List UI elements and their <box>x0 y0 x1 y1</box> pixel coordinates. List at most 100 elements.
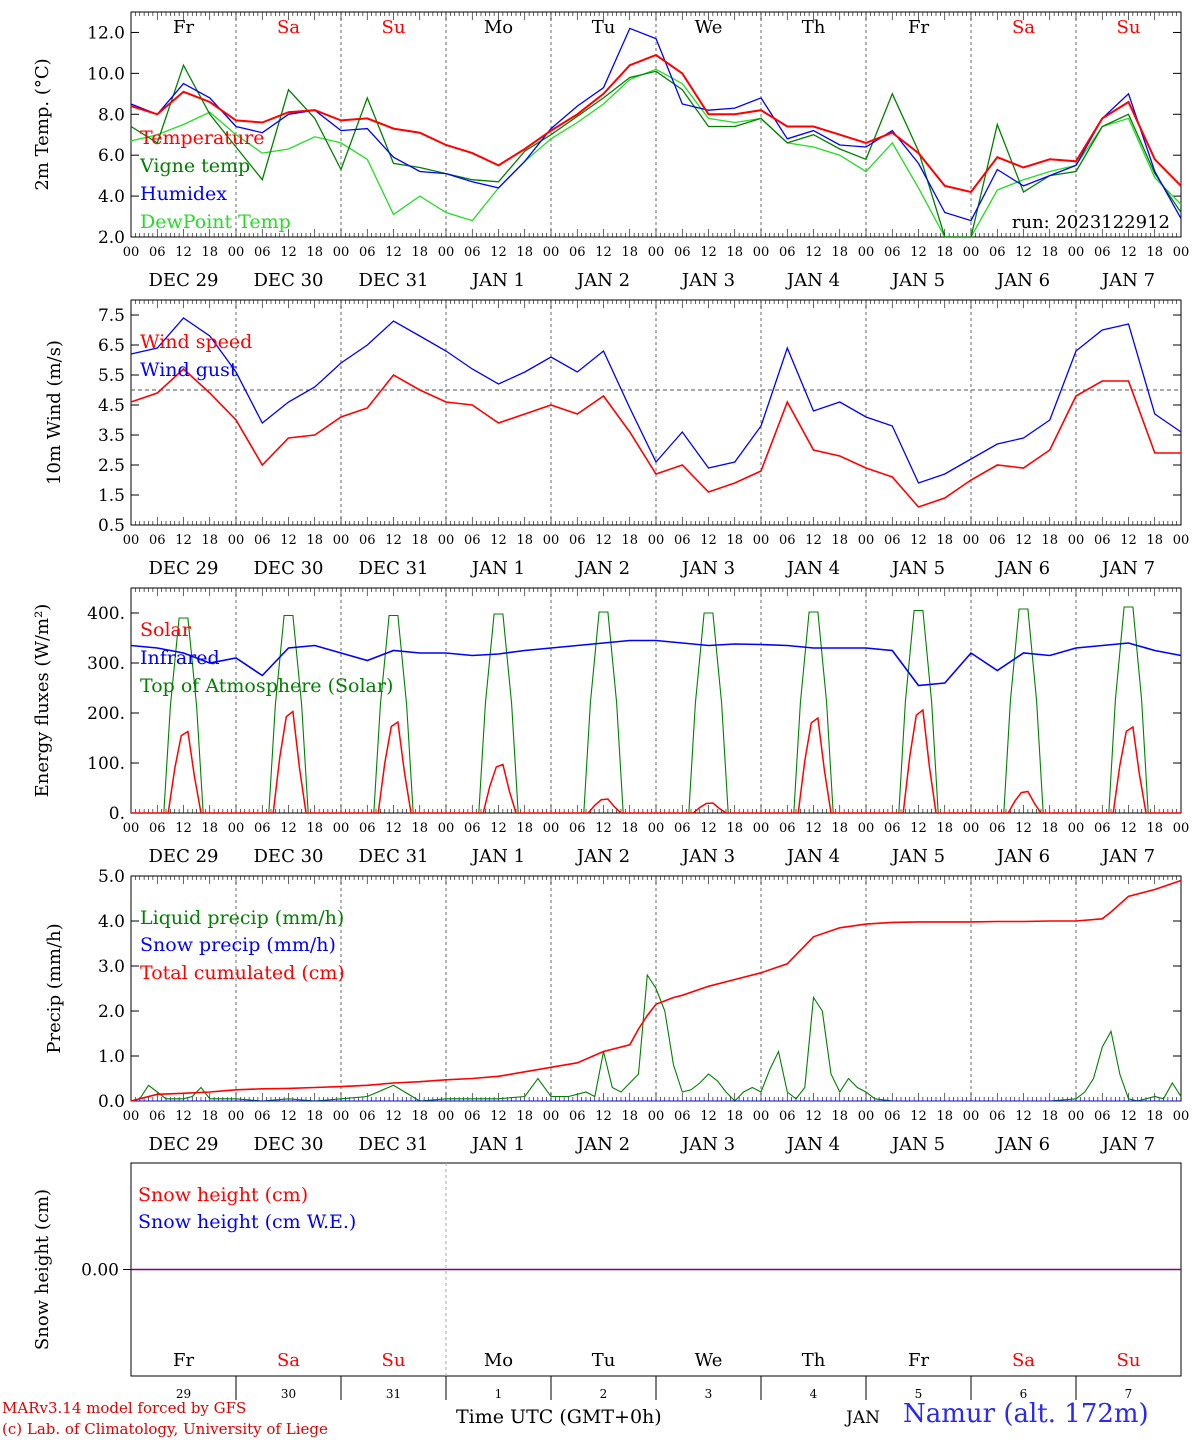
y-tick-label: 5.0 <box>98 867 125 887</box>
hour-label: 18 <box>516 1109 533 1124</box>
series-line-0 <box>130 53 1182 194</box>
day-name: Mo <box>484 17 513 38</box>
hour-label: 18 <box>201 1109 218 1124</box>
hour-label: 00 <box>228 533 245 548</box>
hour-label: 12 <box>1120 245 1137 260</box>
hour-label: 12 <box>175 533 192 548</box>
panel-frame <box>130 11 1182 238</box>
hour-label: 06 <box>779 533 796 548</box>
y-tick-label: 400. <box>87 604 125 624</box>
date-label: DEC 30 <box>254 846 324 867</box>
hour-label: 00 <box>1173 245 1190 260</box>
hour-label: 18 <box>1041 245 1058 260</box>
hour-label: 06 <box>359 821 376 836</box>
hour-label: 00 <box>753 245 770 260</box>
y-tick-label: 7.5 <box>98 306 125 326</box>
hour-label: 00 <box>1173 821 1190 836</box>
hour-label: 12 <box>1015 245 1032 260</box>
hour-label: 18 <box>1146 533 1163 548</box>
legend-label: Wind speed <box>140 331 252 353</box>
hour-label: 06 <box>149 245 166 260</box>
hour-label: 00 <box>1173 1109 1190 1124</box>
credit-model: MARv3.14 model forced by GFS <box>2 1399 247 1417</box>
hour-label: 18 <box>201 533 218 548</box>
hour-label: 00 <box>858 821 875 836</box>
hour-label: 12 <box>700 821 717 836</box>
hour-label: 18 <box>516 821 533 836</box>
hour-label: 18 <box>726 245 743 260</box>
panel-frame <box>130 587 1182 814</box>
hour-label: 06 <box>884 533 901 548</box>
y-tick-label: 100. <box>87 754 125 774</box>
legend-label: Temperature <box>140 127 264 149</box>
y-tick-label: 0.00 <box>81 1261 119 1281</box>
hour-label: 06 <box>674 245 691 260</box>
hour-label: 06 <box>779 1109 796 1124</box>
hour-label: 12 <box>700 533 717 548</box>
date-label: JAN 4 <box>785 270 840 291</box>
date-label: JAN 1 <box>470 1134 525 1155</box>
hour-label: 00 <box>333 245 350 260</box>
hour-label: 06 <box>464 821 481 836</box>
snow-day-number: 29 <box>176 1387 191 1400</box>
hour-label: 00 <box>963 1109 980 1124</box>
date-label: DEC 31 <box>359 270 429 291</box>
hour-label: 00 <box>123 245 140 260</box>
hour-label: 18 <box>936 533 953 548</box>
hour-label: 00 <box>543 245 560 260</box>
hour-label: 06 <box>674 821 691 836</box>
hour-label: 06 <box>1094 821 1111 836</box>
month-label: JAN <box>846 1408 880 1428</box>
hour-label: 00 <box>858 533 875 548</box>
hour-label: 18 <box>936 821 953 836</box>
snow-day-number: 3 <box>705 1387 713 1400</box>
hour-label: 00 <box>228 821 245 836</box>
y-tick-label: 6.0 <box>98 146 125 166</box>
hour-label: 00 <box>648 533 665 548</box>
date-label: JAN 1 <box>470 270 525 291</box>
hour-label: 18 <box>621 1109 638 1124</box>
snow-day-number: 1 <box>495 1387 503 1400</box>
date-label: JAN 6 <box>995 846 1050 867</box>
panel-frame <box>130 299 1182 526</box>
snow-day-number: 2 <box>600 1387 608 1400</box>
date-label: JAN 6 <box>995 270 1050 291</box>
y-tick-label: 2.0 <box>98 228 125 248</box>
credit-lab: (c) Lab. of Climatology, University of L… <box>2 1420 328 1438</box>
y-tick-label: 3.0 <box>98 957 125 977</box>
legend-label: Solar <box>140 619 192 641</box>
time-axis-label: Time UTC (GMT+0h) <box>456 1406 662 1428</box>
date-label: JAN 4 <box>785 558 840 579</box>
y-axis-title: 10m Wind (m/s) <box>44 340 65 485</box>
date-label: DEC 30 <box>254 270 324 291</box>
day-name: Th <box>802 17 826 38</box>
snow-day-name: Sa <box>1012 1350 1035 1371</box>
hour-label: 12 <box>910 1109 927 1124</box>
hour-label: 00 <box>333 1109 350 1124</box>
date-label: JAN 7 <box>1100 1134 1155 1155</box>
hour-label: 18 <box>726 821 743 836</box>
date-label: JAN 5 <box>890 846 945 867</box>
hour-label: 06 <box>989 245 1006 260</box>
date-label: JAN 3 <box>680 270 735 291</box>
hour-label: 00 <box>438 821 455 836</box>
date-label: JAN 6 <box>995 1134 1050 1155</box>
y-tick-label: 2.5 <box>98 456 125 476</box>
hour-label: 00 <box>858 1109 875 1124</box>
hour-label: 12 <box>490 533 507 548</box>
hour-label: 12 <box>805 1109 822 1124</box>
date-label: DEC 29 <box>149 846 219 867</box>
y-tick-label: 0.5 <box>98 516 125 536</box>
hour-label: 06 <box>569 821 586 836</box>
hour-label: 00 <box>753 533 770 548</box>
hour-label: 12 <box>280 533 297 548</box>
series-line-3 <box>130 68 1182 238</box>
snow-day-name: Fr <box>173 1350 194 1371</box>
date-label: JAN 1 <box>470 846 525 867</box>
hour-label: 00 <box>1068 821 1085 836</box>
snow-day-number: 31 <box>386 1387 401 1400</box>
hour-label: 12 <box>280 245 297 260</box>
hour-label: 06 <box>254 821 271 836</box>
series-line-solar <box>131 708 1181 814</box>
hour-label: 18 <box>1041 821 1058 836</box>
